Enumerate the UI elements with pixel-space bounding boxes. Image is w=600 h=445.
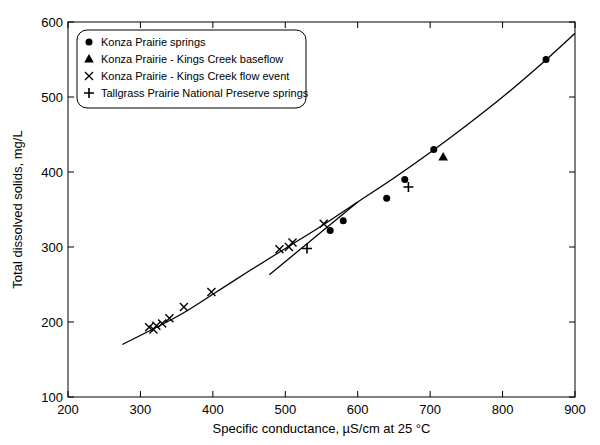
- data-point: [383, 195, 390, 202]
- y-tick-label: 100: [41, 390, 63, 405]
- x-tick-label: 600: [347, 402, 369, 417]
- x-tick: [357, 22, 358, 28]
- x-tick: [430, 22, 431, 28]
- x-tick: [285, 391, 286, 397]
- y-tick-label: 200: [41, 315, 63, 330]
- y-tick: [68, 22, 74, 23]
- x-tick: [140, 22, 141, 28]
- x-tick: [357, 391, 358, 397]
- data-point: [438, 152, 448, 161]
- data-point: [302, 244, 312, 254]
- chart: 2003004005006007008009001002003004005006…: [0, 0, 600, 445]
- y-tick-label: 400: [41, 165, 63, 180]
- data-point: [340, 217, 347, 224]
- x-tick: [285, 22, 286, 28]
- x-tick: [140, 391, 141, 397]
- x-tick-label: 500: [274, 402, 296, 417]
- y-tick: [569, 22, 575, 23]
- y-tick: [68, 322, 74, 323]
- data-point: [403, 182, 413, 192]
- x-tick: [68, 391, 69, 397]
- x-tick: [502, 22, 503, 28]
- fit-line: [269, 202, 357, 275]
- x-tick: [575, 22, 576, 28]
- y-tick: [569, 97, 575, 98]
- x-tick: [68, 22, 69, 28]
- legend-label: Konza Prairie - Kings Creek baseflow: [101, 53, 283, 65]
- legend-label: Tallgrass Prairie National Preserve spri…: [101, 87, 309, 99]
- x-tick: [430, 391, 431, 397]
- x-tick-label: 700: [419, 402, 441, 417]
- x-tick: [575, 391, 576, 397]
- x-tick-label: 900: [564, 402, 586, 417]
- y-tick-label: 600: [41, 15, 63, 30]
- y-tick: [569, 397, 575, 398]
- y-tick: [569, 247, 575, 248]
- y-tick: [68, 172, 74, 173]
- legend-label: Konza Prairie - Kings Creek flow event: [101, 70, 289, 82]
- data-point: [180, 303, 188, 311]
- legend-marker: [84, 88, 94, 98]
- y-tick: [68, 97, 74, 98]
- legend: Konza Prairie springs Konza Prairie - Kin…: [77, 30, 309, 108]
- data-point: [327, 227, 334, 234]
- y-tick-label: 500: [41, 90, 63, 105]
- data-point: [401, 176, 408, 183]
- x-tick-label: 300: [130, 402, 152, 417]
- y-tick: [68, 247, 74, 248]
- y-tick-label: 300: [41, 240, 63, 255]
- y-tick: [569, 322, 575, 323]
- x-axis-label: Specific conductance, µS/cm at 25 °C: [213, 421, 431, 436]
- legend-marker: [84, 54, 94, 63]
- x-tick-label: 400: [202, 402, 224, 417]
- x-tick: [502, 391, 503, 397]
- legend-label: Konza Prairie springs: [101, 36, 206, 48]
- x-tick: [212, 22, 213, 28]
- x-tick-label: 800: [492, 402, 514, 417]
- plot-frame: [68, 22, 575, 397]
- x-tick: [212, 391, 213, 397]
- y-tick: [68, 397, 74, 398]
- legend-marker: [85, 72, 93, 80]
- y-axis-label: Total dissolved solids, mg/L: [10, 130, 25, 288]
- y-tick: [569, 172, 575, 173]
- legend-marker: [86, 39, 93, 46]
